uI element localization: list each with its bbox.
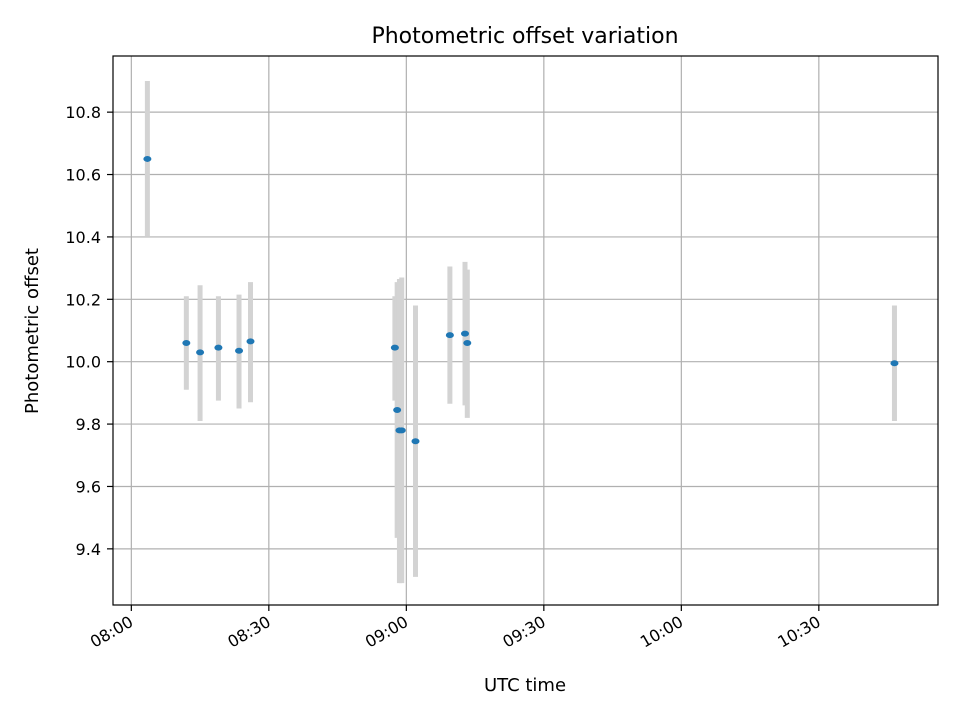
y-tick-label: 10.0 — [65, 353, 101, 372]
x-axis-label: UTC time — [484, 675, 566, 696]
data-points — [143, 155, 899, 445]
data-point — [461, 330, 469, 337]
data-point — [214, 344, 223, 351]
data-point — [393, 407, 402, 414]
data-point — [235, 347, 244, 354]
data-point — [390, 344, 399, 351]
y-axis-label: Photometric offset — [22, 248, 43, 414]
data-point — [397, 427, 406, 434]
chart-title: Photometric offset variation — [371, 24, 678, 49]
data-point — [196, 349, 205, 356]
y-axis-ticks: 9.4 9.6 9.8 10.0 10.2 10.4 10.6 10.8 — [65, 103, 113, 559]
y-tick-label: 10.8 — [65, 103, 101, 122]
y-tick-label: 10.6 — [65, 166, 101, 185]
data-point — [445, 332, 454, 339]
data-point — [143, 155, 152, 162]
data-point — [411, 438, 420, 445]
y-tick-label: 10.4 — [65, 228, 101, 247]
y-tick-label: 9.4 — [76, 540, 101, 559]
y-tick-label: 9.8 — [76, 415, 101, 434]
y-tick-label: 9.6 — [76, 477, 101, 496]
data-point — [890, 360, 899, 367]
data-point — [463, 339, 472, 346]
plot-frame — [112, 55, 939, 606]
data-point — [246, 338, 255, 345]
data-point — [182, 339, 191, 346]
y-tick-label: 10.2 — [65, 290, 101, 309]
